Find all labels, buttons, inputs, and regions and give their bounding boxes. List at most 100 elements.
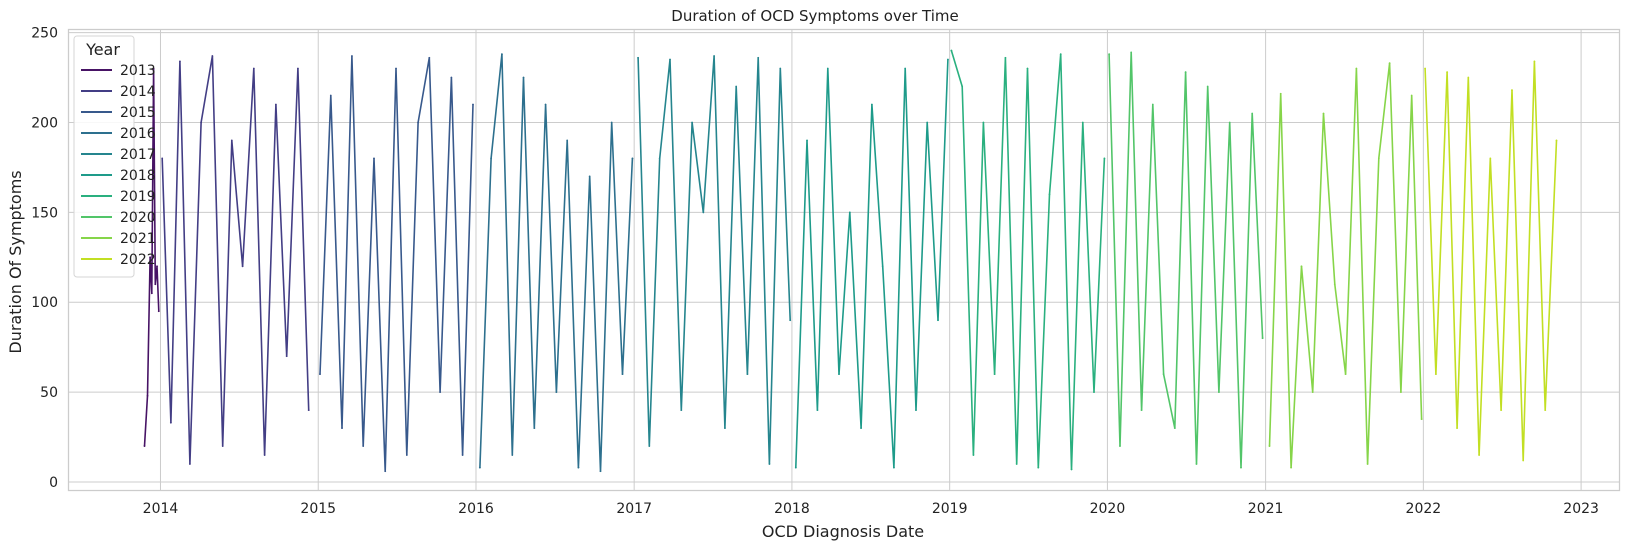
series-layer bbox=[143, 49, 1558, 473]
legend-label: 2017 bbox=[120, 147, 156, 163]
data-point bbox=[221, 445, 224, 447]
data-point bbox=[757, 56, 760, 59]
data-point bbox=[972, 454, 975, 456]
data-point bbox=[1004, 56, 1007, 59]
data-point bbox=[1500, 409, 1503, 412]
data-point bbox=[1456, 427, 1458, 429]
x-tick-label: 2018 bbox=[774, 501, 810, 517]
data-point bbox=[405, 454, 408, 456]
data-point bbox=[461, 454, 464, 456]
data-point bbox=[1355, 67, 1358, 70]
data-point bbox=[1162, 373, 1165, 376]
x-tick-label: 2016 bbox=[458, 501, 494, 517]
data-point bbox=[566, 139, 569, 142]
data-point bbox=[870, 103, 873, 106]
data-point bbox=[1467, 76, 1470, 79]
y-tick-label: 0 bbox=[49, 475, 58, 491]
data-point bbox=[702, 211, 705, 214]
x-tick-label: 2015 bbox=[300, 501, 336, 517]
data-point bbox=[501, 53, 503, 56]
legend-label: 2018 bbox=[120, 168, 156, 184]
data-point bbox=[161, 157, 164, 160]
data-point bbox=[794, 466, 797, 469]
data-point bbox=[658, 157, 661, 160]
data-point bbox=[307, 409, 310, 412]
data-point bbox=[1290, 466, 1293, 469]
data-point bbox=[373, 157, 375, 160]
data-point bbox=[1522, 459, 1525, 462]
data-point bbox=[735, 85, 738, 88]
data-point bbox=[150, 292, 153, 295]
data-point bbox=[961, 85, 964, 88]
data-point bbox=[1311, 391, 1314, 394]
data-point bbox=[157, 310, 160, 313]
data-point bbox=[915, 409, 917, 412]
data-point bbox=[746, 373, 749, 376]
x-tick-label: 2021 bbox=[1248, 501, 1284, 517]
data-point bbox=[555, 391, 558, 394]
legend-label: 2019 bbox=[120, 189, 156, 205]
data-point bbox=[1103, 157, 1106, 160]
data-point bbox=[544, 103, 547, 106]
data-point bbox=[1366, 463, 1369, 465]
data-point bbox=[1377, 157, 1380, 160]
data-point bbox=[179, 60, 181, 63]
x-tick-label: 2019 bbox=[932, 501, 968, 517]
legend-label: 2022 bbox=[120, 252, 156, 268]
data-point bbox=[351, 55, 353, 57]
y-tick-label: 200 bbox=[31, 115, 58, 131]
data-point bbox=[860, 427, 862, 429]
legend-label: 2013 bbox=[120, 63, 156, 79]
x-tick-label: 2023 bbox=[1563, 501, 1599, 517]
data-point bbox=[947, 58, 949, 61]
data-point bbox=[648, 445, 651, 447]
data-point bbox=[982, 121, 985, 124]
data-point bbox=[1251, 112, 1254, 115]
data-point bbox=[680, 409, 683, 412]
data-point bbox=[1399, 391, 1402, 394]
data-point bbox=[169, 421, 172, 424]
y-tick-label: 50 bbox=[40, 385, 58, 401]
data-point bbox=[417, 121, 419, 124]
data-point bbox=[1119, 445, 1121, 447]
data-point bbox=[1026, 67, 1029, 70]
data-point bbox=[1533, 60, 1536, 63]
series-line-2019 bbox=[950, 49, 1106, 471]
data-point bbox=[1184, 71, 1187, 74]
data-point bbox=[252, 67, 255, 70]
series-line-2016 bbox=[479, 53, 634, 473]
data-point bbox=[806, 139, 808, 142]
data-point bbox=[838, 373, 840, 376]
data-point bbox=[1081, 121, 1084, 124]
data-point bbox=[588, 175, 591, 178]
data-point bbox=[533, 427, 536, 429]
chart-title: Duration of OCD Symptoms over Time bbox=[671, 7, 958, 25]
data-point bbox=[1070, 468, 1073, 471]
data-point bbox=[341, 427, 343, 429]
plot-frame bbox=[67, 28, 1621, 492]
data-point bbox=[1322, 112, 1325, 115]
data-point bbox=[881, 265, 884, 268]
data-point bbox=[893, 466, 895, 469]
data-point bbox=[241, 265, 244, 268]
data-point bbox=[211, 55, 214, 57]
data-point bbox=[1108, 53, 1111, 56]
data-point bbox=[713, 55, 716, 57]
grid bbox=[68, 29, 1620, 491]
data-point bbox=[395, 67, 397, 70]
data-point bbox=[1446, 71, 1449, 74]
data-point bbox=[152, 67, 155, 70]
data-point bbox=[577, 466, 580, 469]
data-point bbox=[263, 454, 266, 456]
data-point bbox=[428, 56, 431, 59]
data-point bbox=[156, 265, 158, 268]
y-tick-label: 250 bbox=[31, 26, 58, 42]
y-tick-label: 100 bbox=[31, 295, 58, 311]
legend-label: 2016 bbox=[120, 126, 156, 142]
data-point bbox=[285, 355, 288, 358]
data-point bbox=[1059, 53, 1062, 56]
data-point bbox=[1130, 51, 1133, 54]
data-point bbox=[631, 157, 634, 160]
data-point bbox=[1268, 445, 1271, 447]
